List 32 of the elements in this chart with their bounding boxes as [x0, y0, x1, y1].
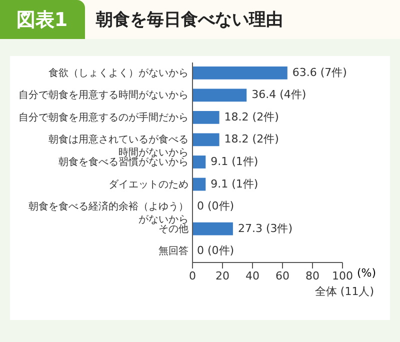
data-label: 63.6 (7件) — [292, 66, 347, 79]
data-label: 9.1 (1件) — [210, 177, 258, 190]
data-label: 36.4 (4件) — [252, 88, 306, 102]
y-tick-label: 自分で朝食を用意するのが手間だから — [18, 111, 188, 124]
y-tick-label: その他 — [158, 222, 188, 235]
data-label: 9.1 (1件) — [210, 155, 258, 168]
text: 全体 (11人) — [314, 285, 374, 298]
x-tick-label: 20 — [216, 270, 230, 282]
bar — [192, 88, 247, 102]
text: 図表1 — [16, 9, 68, 31]
chart-title: 朝食を毎日食べない理由 — [95, 10, 283, 30]
x-tick-label: 80 — [306, 270, 320, 282]
bar — [192, 156, 206, 168]
bar — [192, 66, 288, 80]
y-tick-label: 朝食を食べる習慣がないから — [58, 156, 188, 168]
x-axis-title: (%) — [356, 266, 376, 280]
x-tick-label: 100 — [332, 270, 353, 282]
data-label: 18.2 (2件) — [224, 110, 279, 124]
bar — [192, 111, 220, 124]
y-tick-label: 無回答 — [158, 245, 188, 258]
y-tick-label: 食欲（しょくよく）がないから — [48, 66, 188, 79]
x-tick-label: 0 — [189, 270, 196, 282]
bar — [192, 222, 233, 236]
x-tick-label: 60 — [276, 270, 290, 282]
data-label: 0 (0件) — [197, 244, 234, 258]
bar — [192, 133, 220, 146]
y-tick-label: 自分で朝食を用意する時間がないから — [18, 89, 188, 102]
y-tick-label: ダイエットのため — [108, 178, 188, 190]
x-tick-label: 40 — [246, 270, 260, 282]
data-label: 0 (0件) — [197, 200, 234, 213]
data-label: 27.3 (3件) — [238, 222, 293, 235]
data-label: 18.2 (2件) — [224, 132, 279, 146]
